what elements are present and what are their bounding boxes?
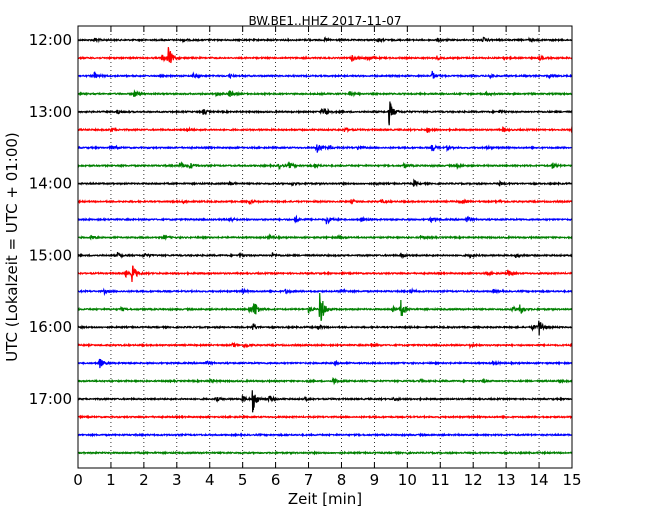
y-tick-label: 15:00 [29,246,72,264]
y-tick-label: 12:00 [29,31,72,49]
x-axis-label: Zeit [min] [288,490,362,508]
y-axis-label: UTC (Lokalzeit = UTC + 01:00) [3,132,21,362]
x-tick-label: 15 [562,471,581,489]
trace-line [77,358,573,369]
trace-line [77,101,573,126]
trace-line [77,214,573,225]
trace-line [77,341,573,350]
trace-line [77,47,573,64]
trace-line [77,198,573,206]
x-tick-label: 7 [304,471,314,489]
trace-line [77,320,573,336]
x-tick-label: 12 [464,471,483,489]
x-tick-label: 14 [530,471,549,489]
trace-line [77,377,573,386]
x-tick-label: 9 [370,471,380,489]
x-tick-label: 3 [172,471,182,489]
trace-line [77,70,573,80]
x-axis: 0 1 2 3 4 5 6 7 8 9 10 11 12 13 14 15 [73,26,582,489]
x-tick-label: 6 [271,471,281,489]
trace-line [77,89,573,98]
trace-line [77,161,573,171]
x-tick-label: 1 [106,471,116,489]
trace-line [77,36,573,44]
x-tick-label: 5 [238,471,248,489]
trace-layer [77,36,573,456]
trace-line [77,390,573,413]
trace-line [77,293,573,321]
x-tick-label: 11 [431,471,450,489]
grid-lines [110,26,540,468]
chart-title: BW.BE1..HHZ 2017-11-07 [248,14,401,28]
y-tick-label: 16:00 [29,318,72,336]
trace-line [77,251,573,260]
trace-line [77,126,573,134]
trace-line [77,178,573,188]
plot-frame [77,25,573,469]
x-tick-label: 8 [337,471,347,489]
trace-line [77,450,573,456]
trace-line [77,414,573,420]
trace-line [77,233,573,241]
y-axis: 12:00 13:00 14:00 15:00 16:00 17:00 [29,31,572,408]
trace-line [77,265,573,282]
x-tick-label: 2 [139,471,149,489]
x-tick-label: 10 [398,471,417,489]
y-tick-label: 13:00 [29,103,72,121]
trace-line [77,432,573,438]
x-tick-label: 0 [73,471,83,489]
x-tick-label: 4 [205,471,215,489]
trace-line [77,144,573,153]
y-tick-label: 14:00 [29,175,72,193]
y-tick-label: 17:00 [29,390,72,408]
trace-line [77,287,573,297]
x-tick-label: 13 [497,471,516,489]
